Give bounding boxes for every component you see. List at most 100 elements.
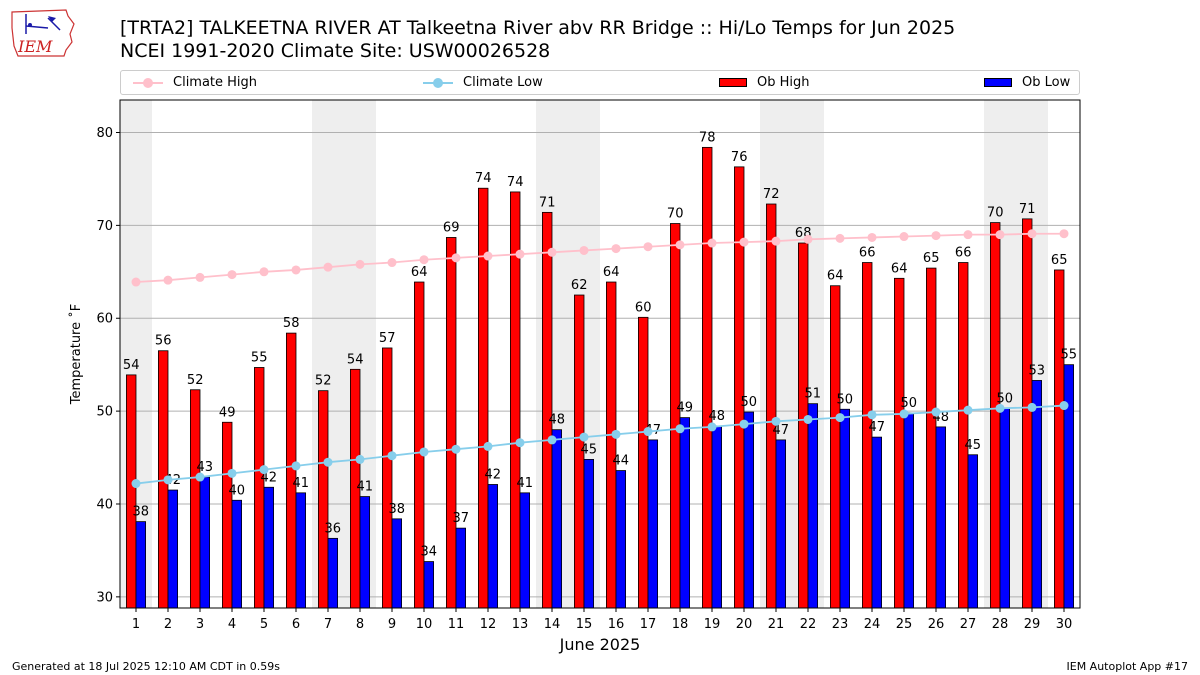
x-tick-label-4: 4 [228, 617, 236, 632]
ob-low-bar-day-14 [551, 429, 563, 609]
ob-high-value-label-day-17: 60 [635, 300, 652, 315]
ob-high-value-label-day-24: 66 [859, 246, 876, 261]
climate-low-point-day-24 [867, 410, 877, 420]
climate-low-point-day-3 [195, 472, 205, 482]
climate-high-point-day-18 [675, 240, 685, 250]
ob-high-value-label-day-23: 64 [827, 269, 844, 284]
ob-low-bar-day-19 [711, 425, 723, 609]
ob-high-bar-day-12 [477, 187, 489, 609]
x-tick-label-22: 22 [800, 617, 817, 632]
x-tick-label-25: 25 [896, 617, 913, 632]
climate-high-point-day-14 [547, 247, 557, 257]
x-tick-label-2: 2 [164, 617, 172, 632]
ob-low-value-label-day-25: 50 [901, 396, 918, 411]
ob-high-value-label-day-1: 54 [123, 358, 140, 373]
x-tick-label-18: 18 [672, 617, 689, 632]
climate-high-point-day-7 [323, 262, 333, 272]
climate-high-point-day-17 [643, 242, 653, 252]
climate-low-point-day-14 [547, 435, 557, 445]
ob-low-bar-day-5 [263, 486, 275, 609]
climate-low-line-icon [423, 77, 453, 88]
ob-high-value-label-day-4: 49 [219, 405, 236, 420]
climate-low-point-day-17 [643, 427, 653, 437]
ob-low-bar-day-7 [327, 537, 339, 609]
ob-low-value-label-day-29: 53 [1029, 363, 1046, 378]
ob-high-value-label-day-15: 62 [571, 278, 588, 293]
ob-high-bar-day-1 [126, 374, 137, 609]
ob-high-value-label-day-18: 70 [667, 207, 684, 222]
x-tick-label-5: 5 [260, 617, 268, 632]
legend-label-climate-high: Climate High [173, 75, 258, 90]
climate-high-point-day-5 [259, 267, 269, 277]
ob-high-bar-day-19 [702, 146, 713, 609]
y-tick-label-50: 50 [96, 405, 113, 420]
ob-low-bar-day-6 [295, 492, 307, 609]
ob-high-bar-day-21 [766, 203, 777, 609]
ob-low-bar-day-10 [423, 561, 435, 609]
ob-high-value-label-day-7: 52 [315, 374, 332, 389]
climate-low-point-day-10 [419, 447, 429, 457]
ob-high-value-label-day-6: 58 [283, 316, 300, 331]
ob-high-value-label-day-26: 65 [923, 251, 940, 266]
ob-high-bar-day-3 [189, 389, 201, 609]
ob-low-value-label-day-1: 38 [133, 505, 150, 520]
climate-low-point-day-8 [355, 454, 365, 464]
climate-low-point-day-5 [259, 465, 269, 475]
ob-high-value-label-day-11: 69 [443, 220, 460, 235]
ob-low-bar-day-23 [839, 408, 851, 609]
ob-low-value-label-day-12: 42 [485, 467, 502, 482]
iowa-map-logo-icon: IEM [11, 9, 75, 57]
ob-high-value-label-day-28: 70 [987, 206, 1004, 221]
ob-low-value-label-day-4: 40 [229, 483, 246, 498]
climate-low-point-day-20 [739, 419, 749, 429]
ob-low-value-label-day-3: 43 [197, 460, 214, 475]
ob-low-bar-day-8 [359, 496, 371, 609]
legend-label-climate-low: Climate Low [463, 75, 543, 90]
ob-high-value-label-day-2: 56 [155, 334, 172, 349]
x-tick-label-28: 28 [992, 617, 1009, 632]
ob-low-bar-day-22 [807, 403, 819, 609]
climate-high-point-day-10 [419, 255, 429, 265]
climate-high-point-day-23 [835, 233, 845, 243]
climate-low-point-day-23 [835, 413, 845, 423]
ob-high-bar-day-26 [926, 267, 937, 609]
x-tick-label-9: 9 [388, 617, 396, 632]
ob-high-value-label-day-14: 71 [539, 195, 556, 210]
ob-high-value-label-day-8: 54 [347, 352, 364, 367]
ob-low-value-label-day-20: 50 [741, 395, 758, 410]
ob-high-bar-day-18 [670, 223, 681, 609]
ob-high-bar-day-30 [1054, 269, 1065, 609]
x-tick-label-8: 8 [356, 617, 364, 632]
climate-high-point-day-27 [963, 230, 973, 240]
ob-high-bar-day-20 [734, 166, 745, 609]
climate-high-point-day-26 [931, 231, 941, 241]
legend-label-ob-low: Ob Low [1022, 75, 1071, 90]
x-tick-label-3: 3 [196, 617, 204, 632]
climate-low-line [135, 404, 1065, 485]
climate-low-point-day-12 [483, 441, 493, 451]
climate-high-point-day-16 [611, 244, 621, 254]
x-axis-label: June 2025 [559, 635, 641, 654]
x-tick-label-13: 13 [512, 617, 529, 632]
ob-low-swatch-icon [984, 78, 1012, 87]
ob-high-bar-day-22 [798, 242, 809, 609]
legend-item-climate-high: Climate High [133, 71, 257, 94]
climate-high-point-day-3 [195, 272, 205, 282]
ob-low-bar-day-26 [935, 426, 947, 609]
climate-low-point-day-2 [163, 475, 173, 485]
x-tick-label-30: 30 [1056, 617, 1073, 632]
ob-low-bar-day-15 [583, 459, 595, 609]
y-tick-label-80: 80 [96, 126, 113, 141]
climate-high-point-day-29 [1027, 229, 1037, 239]
ob-low-value-label-day-23: 50 [837, 392, 854, 407]
x-tick-label-10: 10 [416, 617, 433, 632]
ob-high-bar-day-29 [1022, 218, 1033, 609]
ob-low-bar-day-1 [135, 521, 147, 609]
ob-low-value-label-day-22: 51 [805, 387, 822, 402]
ob-low-value-label-day-11: 37 [453, 511, 470, 526]
ob-high-bar-day-14 [542, 211, 553, 609]
ob-low-bar-day-21 [775, 439, 787, 609]
chart-subtitle: NCEI 1991-2020 Climate Site: USW00026528 [120, 40, 551, 62]
ob-high-bar-day-6 [285, 332, 297, 609]
